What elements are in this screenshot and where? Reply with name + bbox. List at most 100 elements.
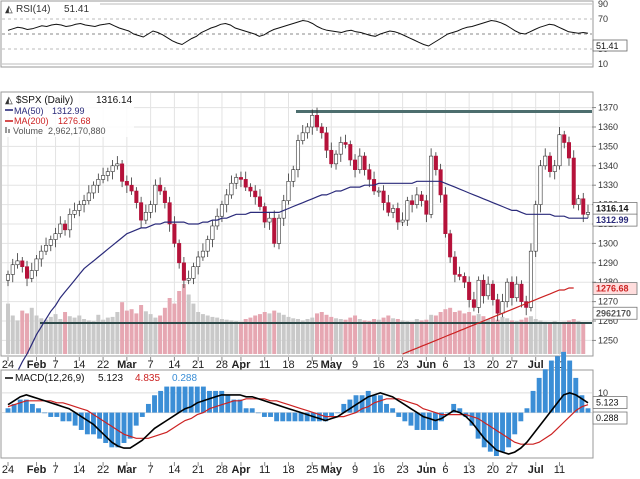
candle-up bbox=[196, 256, 201, 267]
volume-bar bbox=[343, 319, 348, 354]
volume-bar bbox=[96, 314, 101, 354]
macd-hist-bar bbox=[280, 412, 286, 422]
macd-hist-bar bbox=[11, 403, 17, 413]
price-tick-label: 1350 bbox=[598, 141, 618, 151]
macd-hist-bar bbox=[548, 360, 554, 413]
date-axis-bottom-label: 14 bbox=[168, 464, 180, 476]
date-axis-bottom-label: 11 bbox=[554, 464, 565, 476]
date-axis-price-label: 23 bbox=[396, 359, 408, 371]
volume-bar bbox=[257, 314, 262, 354]
volume-bar bbox=[362, 320, 367, 354]
macd-hist-bar bbox=[219, 390, 225, 413]
macd-hist-bar bbox=[286, 412, 292, 422]
candle-up bbox=[391, 208, 396, 213]
macd-hist-bar bbox=[384, 403, 389, 413]
candle-up bbox=[552, 165, 557, 172]
macd-hist-bar bbox=[542, 369, 548, 413]
candle-up bbox=[153, 184, 158, 205]
macd-hist-bar bbox=[121, 412, 127, 443]
volume-bar bbox=[172, 303, 177, 354]
volume-bar bbox=[462, 313, 467, 354]
macd-hist-bar bbox=[176, 386, 182, 413]
volume-bar bbox=[315, 313, 320, 354]
candle-down bbox=[158, 184, 163, 192]
candle-up bbox=[82, 200, 87, 205]
macd-hist-bar bbox=[579, 395, 585, 413]
candle-up bbox=[528, 250, 533, 308]
date-axis-price-label: 9 bbox=[352, 359, 358, 371]
candle-up bbox=[429, 155, 434, 215]
volume-bar bbox=[528, 316, 533, 354]
volume-bar bbox=[86, 320, 91, 354]
date-axis-bottom-label: 11 bbox=[259, 464, 270, 476]
price-tick-label: 1260 bbox=[598, 316, 618, 326]
candle-up bbox=[585, 212, 591, 215]
candle-down bbox=[319, 126, 324, 134]
macd-hist-bar bbox=[518, 412, 524, 422]
macd-hist-bar bbox=[506, 412, 512, 448]
candle-down bbox=[162, 190, 167, 203]
date-axis-price-label: 21 bbox=[192, 359, 204, 371]
macd-hist-bar bbox=[170, 386, 176, 413]
macd-hist-bar bbox=[536, 377, 542, 413]
macd-hist-bar bbox=[188, 386, 194, 413]
macd-hist-bar bbox=[347, 399, 353, 413]
date-axis-price-label: Feb bbox=[27, 359, 47, 371]
macd-hist-bar bbox=[487, 412, 493, 452]
macd-hist-bar bbox=[475, 412, 481, 439]
macd-hist-bar bbox=[585, 408, 591, 413]
price-badges: 1316.14 1312.99 1276.68 2962170 bbox=[592, 202, 638, 320]
candle-down bbox=[481, 279, 486, 297]
candle-up bbox=[334, 153, 339, 165]
candle-down bbox=[362, 155, 367, 170]
candlesticks bbox=[5, 107, 591, 322]
volume-bar bbox=[357, 319, 362, 354]
macd-hist-bar bbox=[561, 351, 567, 413]
date-axis-price: 24 Feb 7 14 22 Mar 7 14 21 28 Apr 11 18 25 May 9 16 23 Jun… bbox=[2, 357, 565, 371]
macd-hist-bar bbox=[109, 412, 115, 448]
macd-hist-bar bbox=[97, 412, 103, 439]
volume-badge: 2962170 bbox=[596, 308, 631, 318]
macd-hist-bar bbox=[408, 412, 414, 426]
volume-bar bbox=[29, 307, 34, 354]
macd-hist-bar bbox=[329, 412, 335, 417]
macd-hist-bar bbox=[182, 386, 188, 413]
candle-up bbox=[400, 219, 405, 223]
volume-bar bbox=[391, 318, 396, 354]
volume-legend-swatch-1 bbox=[5, 127, 7, 133]
macd-hist-bar bbox=[158, 390, 164, 413]
volume-bar bbox=[291, 318, 296, 354]
volume-bar bbox=[495, 319, 500, 354]
macd-hist-bar bbox=[530, 390, 536, 413]
macd-hist-bar bbox=[341, 403, 347, 413]
rsi-tick-label: 70 bbox=[598, 14, 608, 24]
macd-hist-bar bbox=[390, 408, 396, 413]
volume-bar bbox=[105, 317, 110, 354]
macd-hist-bar bbox=[48, 412, 54, 417]
candle-up bbox=[200, 250, 205, 258]
volume-bar bbox=[566, 320, 571, 354]
symbol-label: $SPX (Daily) bbox=[16, 95, 73, 106]
volume-bar bbox=[372, 319, 377, 354]
volume-bar bbox=[10, 315, 15, 354]
volume-bar bbox=[77, 315, 82, 354]
macd-value: 5.123 bbox=[98, 373, 123, 384]
date-axis-price-label: 18 bbox=[282, 359, 294, 371]
volume-bar bbox=[262, 312, 267, 354]
candle-up bbox=[10, 264, 15, 275]
volume-bar bbox=[424, 319, 429, 354]
candle-down bbox=[381, 190, 386, 203]
macd-hist-bar bbox=[17, 399, 23, 413]
volume-bar bbox=[124, 310, 129, 354]
candle-up bbox=[224, 194, 229, 205]
volume-bar bbox=[414, 319, 419, 354]
volume-bar bbox=[310, 317, 315, 354]
candle-down bbox=[129, 184, 134, 192]
last-close-label: 1316.14 bbox=[96, 95, 133, 106]
candle-up bbox=[186, 278, 191, 281]
date-axis-bottom-label: 21 bbox=[192, 464, 204, 476]
volume-bar bbox=[300, 320, 305, 354]
candle-down bbox=[315, 115, 320, 128]
volume-bar bbox=[538, 320, 543, 354]
